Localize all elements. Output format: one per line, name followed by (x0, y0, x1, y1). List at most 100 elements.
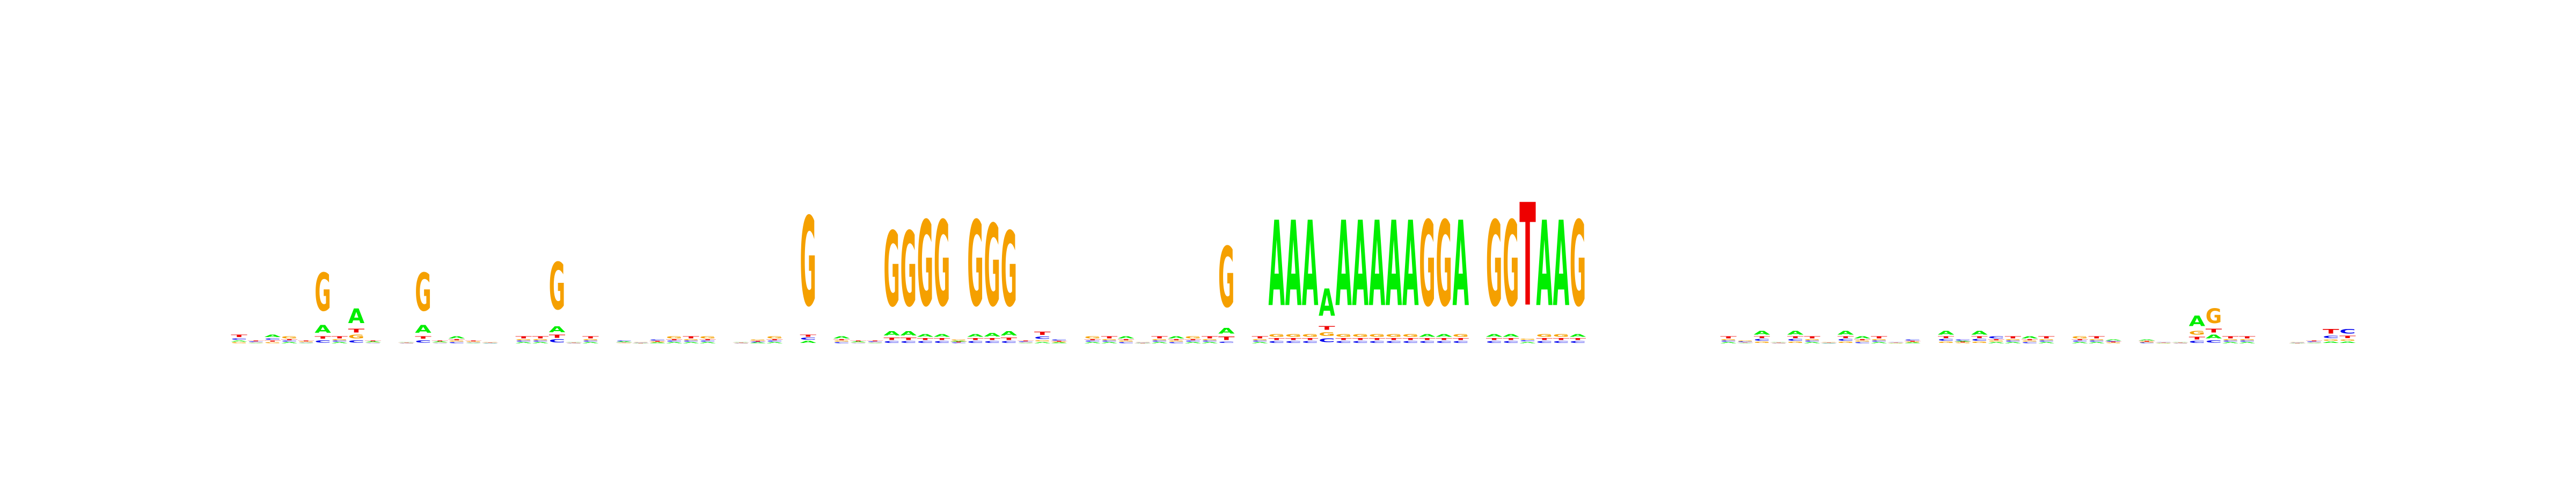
logo-letter-T-pos-108: T (2022, 339, 2038, 341)
logo-letter-G-pos-20: G (549, 250, 566, 325)
logo-letter-G-pos-112: G (2088, 339, 2105, 341)
logo-letter-T-pos-116: T (2155, 342, 2172, 343)
logo-letter-C-pos-111: C (2072, 340, 2088, 342)
logo-letter-C-pos-80: C (1553, 341, 1570, 343)
logo-letter-A-pos-42: A (917, 333, 934, 338)
logo-letter-T-pos-127: T (2339, 335, 2356, 339)
logo-letter-C-pos-55: C (1135, 342, 1151, 343)
logo-letter-C-pos-94: C (1787, 339, 1804, 341)
logo-letter-C-pos-69: C (1369, 341, 1386, 343)
logo-letter-T-pos-50: T (1051, 341, 1067, 342)
logo-letter-G-pos-47: G (1001, 210, 1018, 330)
logo-letter-G-pos-76: G (1486, 196, 1503, 333)
logo-letter-A-pos-113: A (2105, 340, 2122, 341)
logo-letter-A-pos-63: A (1269, 196, 1285, 333)
logo-letter-A-pos-94: A (1787, 330, 1804, 336)
logo-letter-G-pos-68: G (1352, 333, 1368, 338)
logo-letter-A-pos-28: A (683, 342, 699, 343)
logo-letter-T-pos-47: T (1001, 337, 1018, 341)
logo-letter-C-pos-73: C (1436, 341, 1452, 343)
logo-letter-G-pos-66: G (1319, 331, 1335, 337)
logo-letter-C-pos-99: C (1871, 340, 1887, 342)
logo-letter-G-pos-91: G (1737, 341, 1754, 342)
logo-letter-A-pos-56: A (1151, 342, 1168, 343)
logo-letter-T-pos-70: T (1386, 338, 1402, 341)
logo-letter-A-pos-47: A (1001, 330, 1018, 337)
logo-letter-G-pos-15: G (465, 341, 482, 342)
logo-letter-A-pos-1: A (231, 340, 247, 342)
logo-letter-G-pos-18: G (515, 339, 532, 341)
logo-letter-C-pos-14: C (449, 342, 465, 343)
logo-letter-A-pos-73: A (1436, 333, 1452, 338)
logo-letter-G-pos-127: G (2339, 339, 2356, 341)
logo-letter-C-pos-98: C (1854, 342, 1871, 343)
logo-letter-T-pos-71: T (1402, 338, 1419, 341)
logo-letter-G-pos-40: G (883, 210, 900, 330)
logo-letter-A-pos-41: A (901, 330, 917, 337)
logo-letter-T-pos-49: T (1034, 331, 1051, 336)
logo-letter-A-pos-99: A (1871, 342, 1887, 343)
logo-letter-T-pos-118: T (2189, 336, 2206, 341)
logo-letter-T-pos-1: T (231, 334, 247, 338)
logo-letter-G-pos-80: G (1553, 333, 1570, 338)
logo-letter-G-pos-67: G (1335, 333, 1352, 338)
logo-letter-G-pos-52: G (1085, 336, 1101, 339)
logo-letter-T-pos-78: T (1519, 174, 1536, 338)
logo-letter-G-pos-21: G (566, 343, 582, 344)
logo-letter-G-pos-39: G (867, 342, 883, 343)
logo-letter-G-pos-4: G (281, 336, 298, 339)
logo-letter-A-pos-52: A (1085, 342, 1101, 343)
logo-letter-T-pos-100: T (1887, 342, 1904, 343)
logo-letter-C-pos-104: C (1955, 340, 1971, 341)
logo-letter-C-pos-76: C (1486, 341, 1503, 343)
logo-letter-G-pos-117: G (2172, 343, 2189, 344)
logo-letter-G-pos-98: G (1854, 341, 1871, 342)
logo-letter-T-pos-62: T (1252, 336, 1268, 339)
logo-letter-C-pos-35: C (800, 338, 816, 341)
logo-letter-G-pos-74: G (1453, 333, 1469, 338)
logo-letter-C-pos-33: C (766, 340, 783, 342)
logo-letter-C-pos-6: C (314, 340, 331, 344)
logo-letter-A-pos-68: A (1352, 196, 1368, 333)
logo-letter-G-pos-22: G (582, 339, 599, 341)
logo-letter-C-pos-113: C (2105, 341, 2122, 342)
logo-letter-C-pos-37: C (833, 342, 850, 343)
logo-letter-T-pos-105: T (1971, 336, 1988, 339)
logo-letter-T-pos-98: T (1854, 339, 1871, 341)
logo-letter-G-pos-116: G (2155, 343, 2172, 344)
logo-letter-C-pos-106: C (1988, 336, 2004, 339)
logo-letter-T-pos-6: T (314, 335, 331, 340)
logo-letter-C-pos-78: C (1519, 340, 1536, 342)
logo-letter-G-pos-43: G (934, 196, 950, 333)
logo-letter-T-pos-32: T (750, 341, 766, 342)
logo-letter-T-pos-126: T (2323, 328, 2340, 335)
logo-letter-T-pos-101: T (1904, 341, 1921, 342)
logo-letter-C-pos-15: C (465, 342, 482, 343)
logo-letter-C-pos-72: C (1419, 341, 1436, 343)
logo-letter-C-pos-28: C (683, 340, 699, 342)
logo-letter-C-pos-12: C (415, 340, 431, 344)
logo-letter-G-pos-111: G (2072, 336, 2088, 339)
logo-letter-T-pos-21: T (566, 342, 582, 343)
logo-letter-A-pos-97: A (1838, 330, 1855, 336)
logo-letter-A-pos-60: A (1218, 326, 1235, 335)
logo-letter-C-pos-20: C (549, 339, 566, 343)
logo-letter-A-pos-108: A (2022, 336, 2038, 339)
logo-letter-C-pos-112: C (2088, 340, 2105, 342)
logo-letter-T-pos-63: T (1269, 338, 1285, 341)
logo-letter-T-pos-76: T (1486, 338, 1503, 341)
logo-letter-C-pos-18: C (515, 340, 532, 342)
logo-letter-A-pos-105: A (1971, 330, 1988, 336)
logo-letter-G-pos-125: G (2306, 342, 2323, 343)
logo-letter-T-pos-94: T (1787, 336, 1804, 339)
logo-letter-A-pos-20: A (549, 325, 566, 334)
logo-letter-T-pos-46: T (984, 338, 1000, 340)
logo-letter-T-pos-68: T (1352, 338, 1368, 341)
logo-letter-T-pos-15: T (465, 341, 482, 342)
logo-letter-A-pos-27: A (666, 342, 683, 343)
logo-letter-A-pos-79: A (1536, 196, 1553, 333)
logo-letter-C-pos-108: C (2022, 342, 2038, 343)
logo-letter-G-pos-119: G (2206, 304, 2222, 328)
logo-letter-G-pos-109: G (2038, 339, 2055, 341)
